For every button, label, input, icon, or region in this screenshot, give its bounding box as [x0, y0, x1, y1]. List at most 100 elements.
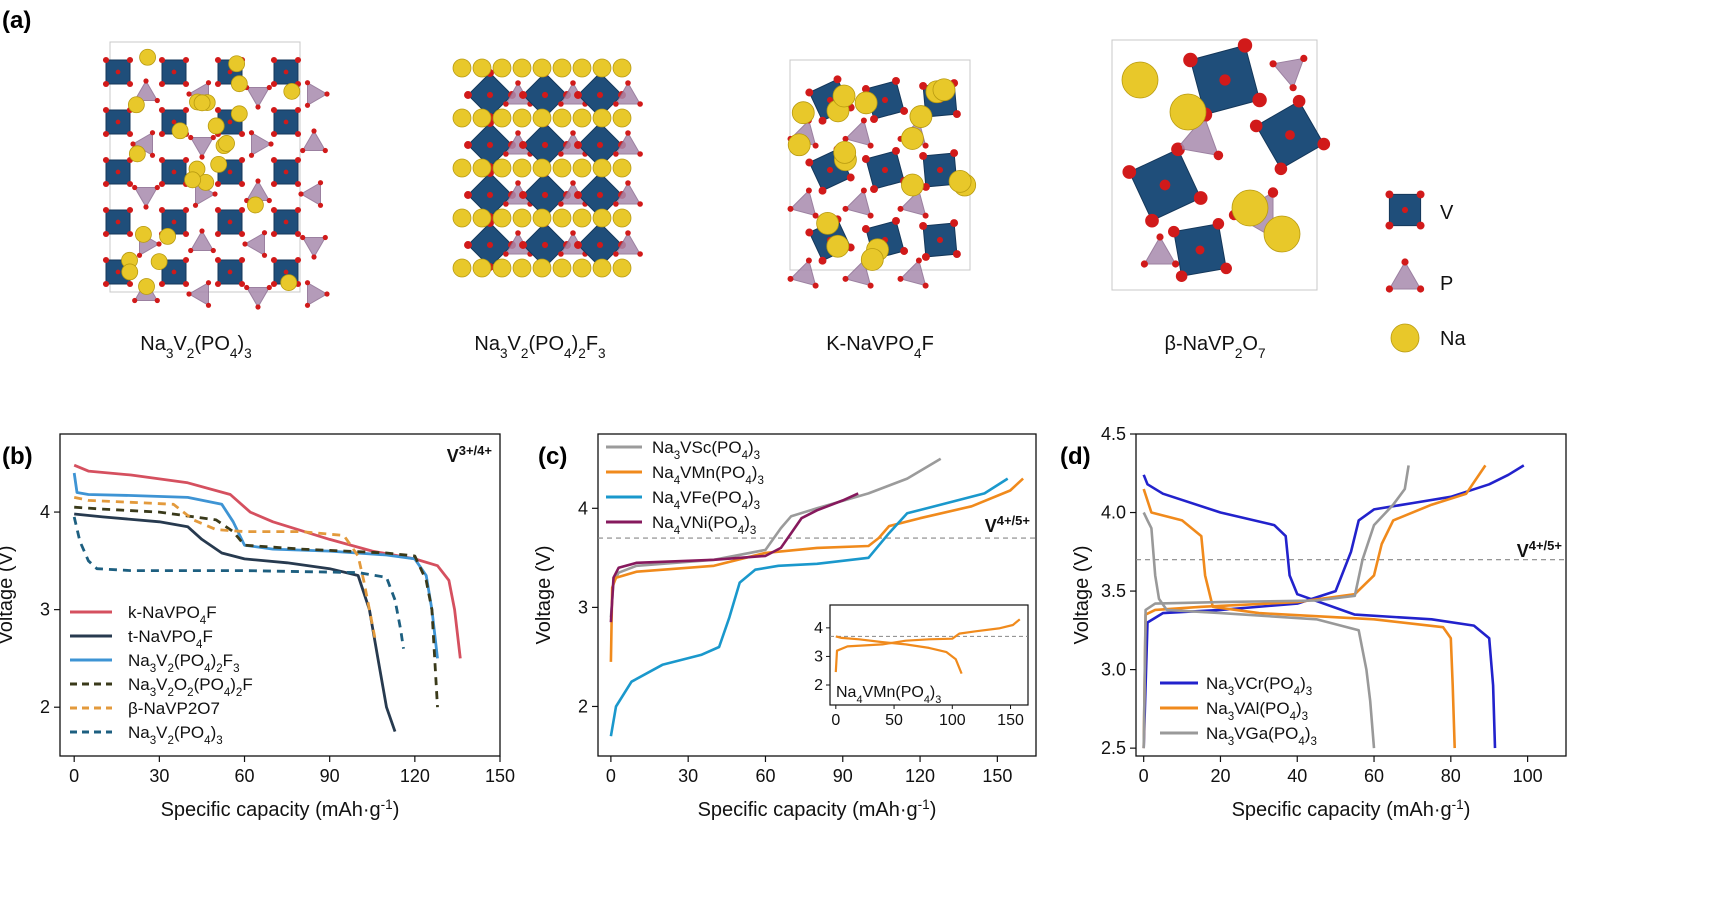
oxygen-atom: [171, 119, 177, 125]
x-tick-label: 100: [1513, 766, 1543, 786]
unit-cell-edge: [789, 59, 971, 271]
oxygen-atom: [881, 166, 889, 174]
oxygen-atom: [881, 96, 889, 104]
panel-a-structures: Na3V2(PO4)3 Na3V2(PO4)2F3 K-NaVPO4F β-NaVP2…: [102, 38, 1466, 361]
oxygen-atom: [227, 169, 233, 175]
oxygen-atom: [867, 142, 874, 149]
sodium-atom: [1231, 189, 1269, 227]
panel-c-label: (c): [538, 443, 567, 470]
oxygen-atom: [214, 80, 222, 88]
oxygen-atom: [210, 247, 216, 254]
oxygen-atom: [126, 80, 134, 88]
sodium-atom: [230, 75, 248, 93]
oxygen-atom: [1269, 60, 1277, 68]
oxygen-atom: [919, 151, 928, 160]
oxygen-atom: [919, 81, 928, 90]
oxygen-atom: [1285, 130, 1295, 140]
sodium-atom: [532, 58, 552, 78]
po4-tetrahedron: [188, 281, 209, 307]
y-tick-label: 2.5: [1101, 738, 1126, 758]
oxygen-atom: [238, 256, 246, 264]
x-tick-label: 150: [982, 766, 1012, 786]
oxygen-atom: [294, 130, 302, 138]
oxygen-atom: [304, 102, 311, 108]
oxygen-atom: [842, 205, 849, 212]
oxygen-atom: [596, 91, 604, 99]
oxygen-atom: [154, 184, 160, 191]
oxygen-atom: [182, 156, 190, 164]
oxygen-atom: [324, 91, 330, 97]
legend-label: Na3V2(PO4)3: [128, 723, 223, 747]
sodium-atom: [948, 169, 972, 193]
oxygen-atom: [205, 302, 212, 308]
panel-a-label: (a): [2, 7, 31, 34]
po4-tetrahedron: [789, 189, 817, 217]
plot-frame: [59, 433, 501, 757]
sodium-atom: [901, 127, 924, 150]
oxygen-atom: [270, 256, 278, 264]
oxygen-atom: [205, 80, 212, 86]
x-tick-label: 0: [69, 766, 79, 786]
inset-x-tick-label: 50: [885, 712, 903, 729]
sodium-atom: [492, 258, 512, 278]
po4-tetrahedron: [1272, 57, 1305, 89]
oxygen-atom: [248, 152, 255, 158]
sodium-atom: [452, 208, 472, 228]
oxygen-atom: [317, 202, 324, 208]
series-line: [73, 463, 462, 659]
sodium-atom: [492, 208, 512, 228]
oxygen-atom: [1213, 150, 1224, 161]
oxygen-atom: [182, 256, 190, 264]
oxygen-atom: [171, 219, 177, 225]
po4-tetrahedron: [189, 137, 215, 158]
sodium-atom: [472, 58, 492, 78]
series-line: [73, 496, 377, 640]
x-tick-label: 150: [485, 766, 515, 786]
oxygen-atom: [102, 280, 110, 288]
oxygen-atom: [570, 80, 576, 86]
sodium-atom: [492, 158, 512, 178]
inset-x-tick-label: 0: [831, 712, 840, 729]
sodium-atom: [159, 228, 177, 245]
po4-tetrahedron: [615, 181, 641, 205]
oxygen-atom: [818, 256, 827, 265]
legend-label: k-NaVPO4F: [128, 603, 217, 627]
oxygen-atom: [519, 191, 527, 199]
oxygen-atom: [541, 241, 549, 249]
oxygen-atom: [503, 201, 509, 207]
oxygen-atom: [1252, 92, 1267, 108]
oxygen-atom: [266, 197, 272, 204]
sodium-atom: [552, 108, 572, 128]
oxygen-atom: [613, 251, 619, 257]
sodium-atom: [791, 101, 815, 125]
sodium-atom: [612, 158, 632, 178]
oxygen-atom: [317, 180, 324, 186]
sodium-atom: [833, 141, 857, 164]
sodium-atom: [228, 55, 246, 73]
oxygen-atom: [238, 230, 246, 238]
po4-tetrahedron: [899, 189, 927, 217]
oxygen-atom: [1267, 187, 1279, 198]
oxygen-atom: [322, 147, 328, 154]
oxygen-atom: [115, 269, 121, 275]
structure-na3v2po43: [102, 41, 330, 310]
oxygen-atom: [1172, 143, 1183, 153]
oxygen-atom: [102, 156, 110, 164]
oxygen-atom: [541, 141, 549, 149]
sodium-atom: [572, 208, 592, 228]
legend-label: Na3V2O2(PO4)2F: [128, 675, 253, 699]
oxygen-atom: [867, 212, 874, 219]
series-line: [609, 477, 1009, 737]
oxygen-atom: [787, 205, 794, 212]
oxygen-atom: [270, 156, 278, 164]
oxygen-atom: [1416, 221, 1425, 230]
oxygen-atom: [613, 151, 619, 157]
po4-tetrahedron: [615, 231, 641, 255]
oxygen-atom: [503, 101, 509, 107]
sodium-atom: [612, 108, 632, 128]
oxygen-atom: [812, 142, 819, 149]
oxygen-atom: [266, 284, 272, 291]
oxygen-atom: [212, 191, 218, 197]
oxygen-atom: [270, 56, 278, 64]
legend-label: Na3VGa(PO4)3: [1206, 724, 1317, 748]
